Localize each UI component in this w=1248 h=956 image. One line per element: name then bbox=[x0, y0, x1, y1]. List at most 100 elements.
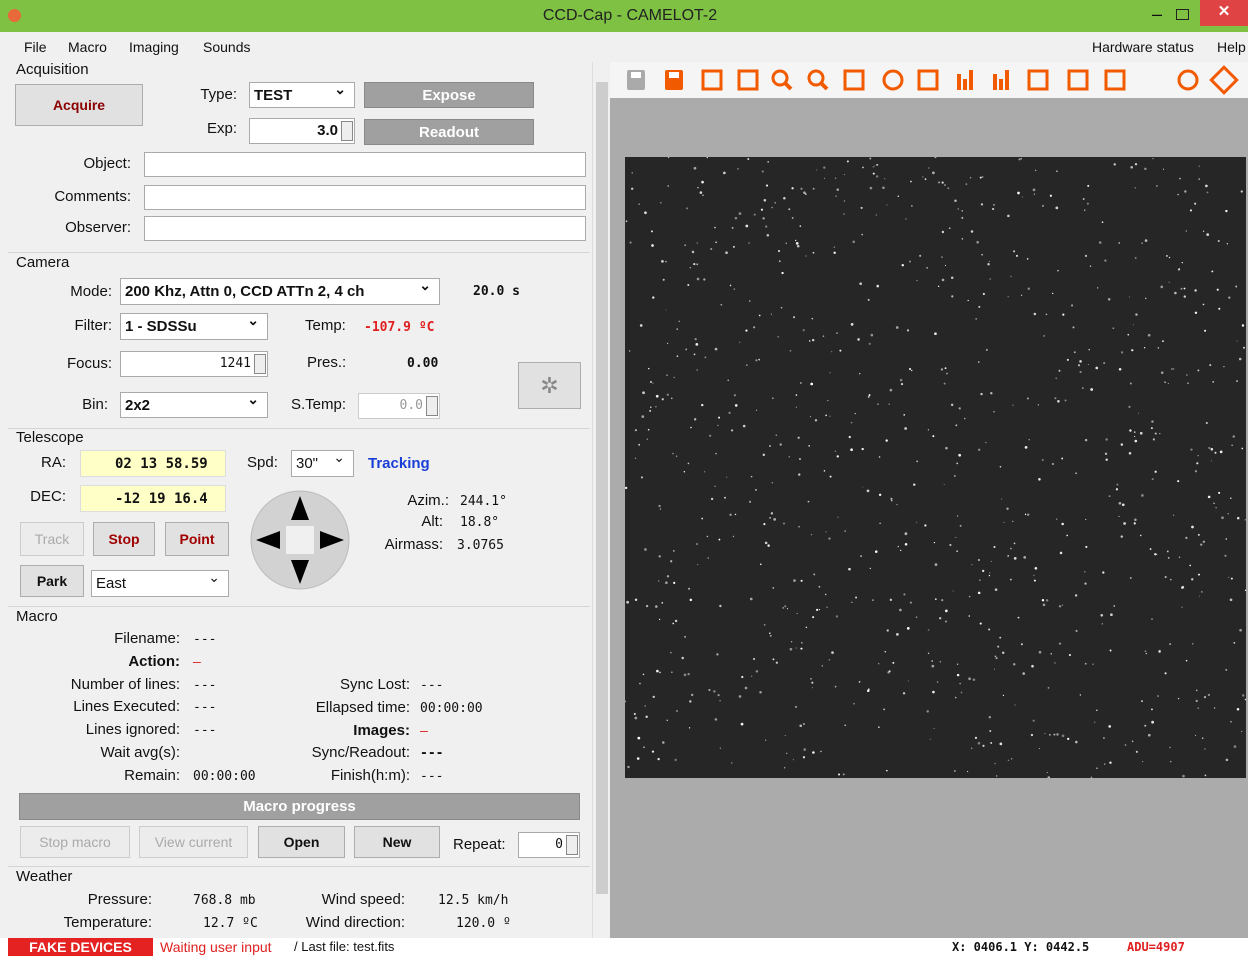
park-select[interactable]: East bbox=[91, 570, 229, 597]
star bbox=[1062, 605, 1063, 606]
star bbox=[844, 174, 845, 175]
bin-select[interactable]: 2x2 bbox=[120, 392, 268, 418]
menu-item[interactable]: Sounds bbox=[203, 37, 250, 57]
icon[interactable] bbox=[669, 72, 679, 78]
ccd-image[interactable] bbox=[625, 157, 1246, 778]
point-button[interactable]: Point bbox=[165, 522, 229, 556]
icon[interactable] bbox=[821, 83, 827, 89]
scrollbar[interactable] bbox=[592, 62, 611, 938]
stop-macro-button[interactable]: Stop macro bbox=[20, 826, 130, 858]
star bbox=[1099, 241, 1102, 244]
readout-button[interactable]: Readout bbox=[364, 119, 534, 145]
star bbox=[833, 252, 835, 254]
icon[interactable] bbox=[1069, 71, 1087, 89]
comments-input[interactable] bbox=[144, 185, 586, 210]
icon[interactable] bbox=[845, 71, 863, 89]
icon[interactable] bbox=[773, 71, 787, 85]
track-button[interactable]: Track bbox=[20, 522, 84, 556]
open-button[interactable]: Open bbox=[258, 826, 345, 858]
scroll-thumb[interactable] bbox=[596, 82, 608, 894]
toolbar-icons bbox=[610, 62, 1248, 98]
star bbox=[1014, 543, 1016, 545]
park-button[interactable]: Park bbox=[20, 565, 84, 597]
minimize[interactable]: – bbox=[1152, 4, 1162, 24]
direction-pad[interactable] bbox=[250, 490, 350, 590]
cooler-button[interactable]: ✲ bbox=[518, 362, 581, 409]
mode-select[interactable]: 200 Khz, Attn 0, CCD ATTn 2, 4 ch bbox=[120, 278, 440, 305]
icon[interactable] bbox=[809, 71, 823, 85]
star bbox=[1027, 258, 1029, 260]
icon[interactable] bbox=[1029, 71, 1047, 89]
star bbox=[648, 429, 650, 431]
star bbox=[748, 242, 749, 243]
star bbox=[715, 486, 716, 487]
star bbox=[1075, 630, 1077, 632]
icon[interactable] bbox=[631, 72, 641, 78]
star bbox=[626, 220, 628, 222]
object-input[interactable] bbox=[144, 152, 586, 177]
icon[interactable] bbox=[739, 71, 757, 89]
view-current-button[interactable]: View current bbox=[139, 826, 248, 858]
star bbox=[746, 364, 747, 365]
repeat-input[interactable]: 0 bbox=[518, 832, 580, 858]
icon[interactable] bbox=[963, 79, 967, 90]
icon[interactable] bbox=[999, 79, 1003, 90]
menu-item[interactable]: Imaging bbox=[129, 37, 179, 57]
star bbox=[1152, 158, 1153, 159]
menu-item[interactable]: Hardware status bbox=[1092, 37, 1194, 57]
type-select[interactable]: TEST bbox=[249, 82, 355, 108]
close[interactable]: ✕ bbox=[1200, 0, 1248, 26]
icon[interactable] bbox=[957, 74, 961, 90]
observer-input[interactable] bbox=[144, 216, 586, 241]
star bbox=[798, 437, 800, 439]
star bbox=[884, 178, 885, 179]
icon[interactable] bbox=[884, 71, 902, 89]
star bbox=[649, 410, 651, 412]
exp-input[interactable]: 3.0 bbox=[249, 118, 355, 144]
menu-item[interactable]: Help bbox=[1217, 37, 1246, 57]
menu-item[interactable]: File bbox=[24, 37, 47, 57]
star bbox=[672, 623, 674, 625]
star bbox=[1119, 502, 1122, 505]
new-button[interactable]: New bbox=[354, 826, 440, 858]
icon[interactable] bbox=[919, 71, 937, 89]
star bbox=[1061, 458, 1063, 460]
star bbox=[995, 657, 997, 659]
spinner[interactable] bbox=[566, 835, 578, 855]
star bbox=[1008, 760, 1009, 761]
star bbox=[1021, 295, 1022, 296]
icon[interactable] bbox=[993, 74, 997, 90]
stop-button[interactable]: Stop bbox=[93, 522, 155, 556]
focus-input[interactable]: 1241 bbox=[120, 351, 268, 377]
stemp-input[interactable]: 0.0 bbox=[358, 393, 440, 419]
star bbox=[1055, 377, 1057, 379]
star bbox=[954, 200, 957, 203]
expose-button[interactable]: Expose bbox=[364, 82, 534, 108]
star bbox=[1173, 514, 1174, 515]
spinner[interactable] bbox=[341, 121, 353, 141]
icon[interactable] bbox=[969, 70, 973, 90]
star bbox=[639, 683, 641, 685]
speed-select[interactable]: 30" bbox=[291, 450, 354, 477]
star bbox=[949, 227, 951, 229]
maximize[interactable] bbox=[1176, 9, 1189, 20]
star bbox=[1199, 166, 1200, 167]
icon[interactable] bbox=[785, 83, 791, 89]
spinner[interactable] bbox=[254, 354, 266, 374]
star bbox=[1016, 255, 1018, 257]
icon[interactable] bbox=[1179, 71, 1197, 89]
acquire-button[interactable]: Acquire bbox=[15, 84, 143, 126]
icon[interactable] bbox=[1106, 71, 1124, 89]
icon[interactable] bbox=[1005, 70, 1009, 90]
icon[interactable] bbox=[703, 71, 721, 89]
star bbox=[1102, 623, 1103, 624]
menu-item[interactable]: Macro bbox=[68, 37, 107, 57]
spinner[interactable] bbox=[426, 396, 438, 416]
star bbox=[969, 596, 971, 598]
star bbox=[976, 241, 979, 244]
label: Focus: bbox=[67, 354, 112, 374]
star bbox=[997, 646, 999, 648]
filter-select[interactable]: 1 - SDSSu bbox=[120, 313, 268, 340]
star bbox=[823, 335, 824, 336]
icon[interactable] bbox=[1211, 67, 1236, 92]
